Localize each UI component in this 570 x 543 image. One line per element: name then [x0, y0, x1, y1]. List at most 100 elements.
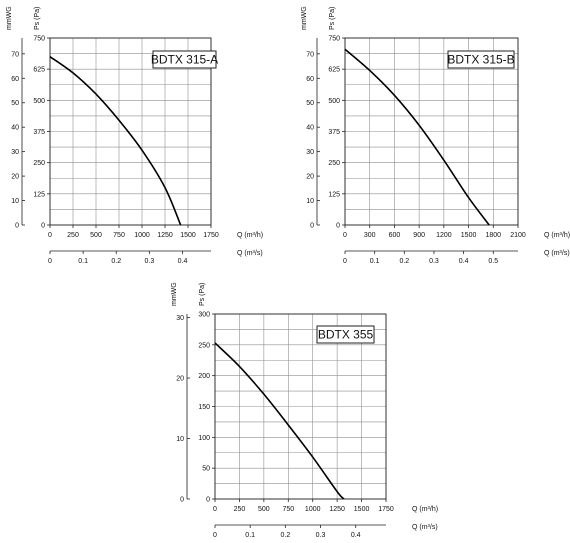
- chart-3: 0 50 100 150 200 250 300 0 10 20 30 Ps (Pa) mmWG 0 250…: [171, 282, 438, 539]
- y-tick-label: 375: [33, 129, 45, 136]
- y-axis-title: Ps (Pa): [34, 7, 41, 30]
- y2-tick-label: 0: [310, 223, 314, 230]
- x2-tick-label: 0: [343, 258, 347, 265]
- x-tick-label: 1800: [485, 232, 501, 239]
- y2-tick-label: 40: [306, 125, 314, 132]
- x2-axis-title: Q (m³/s): [237, 250, 263, 257]
- chart-title: BDTX 315-A: [151, 53, 218, 67]
- x2-axis-title: Q (m³/s): [412, 524, 438, 531]
- x-tick-label: 500: [258, 506, 270, 513]
- x-tick-label: 1750: [203, 232, 219, 239]
- y-tick-label: 150: [198, 404, 210, 411]
- x-tick-label: 1000: [134, 232, 150, 239]
- chart-title: BDTX 355: [318, 328, 374, 342]
- y2-tick-label: 10: [176, 436, 184, 443]
- y-tick-label: 750: [33, 36, 45, 43]
- y-tick-label: 50: [202, 466, 210, 473]
- x-tick-label: 0: [213, 506, 217, 513]
- y2-tick-label: 20: [306, 174, 314, 181]
- y-tick-label: 125: [33, 191, 45, 198]
- x2-tick-label: 0.1: [78, 258, 88, 265]
- y-axis-title: Ps (Pa): [329, 7, 336, 30]
- chart-title: BDTX 315-B: [447, 53, 514, 67]
- x-axis-title: Q (m³/h): [412, 506, 438, 513]
- y-tick-label: 100: [198, 435, 210, 442]
- y2-tick-label: 60: [306, 76, 314, 83]
- y2-tick-label: 30: [176, 315, 184, 322]
- x-axis-title: Q (m³/h): [237, 232, 263, 239]
- chart-2: 0 125 250 375 500 625 750 0 10 20 30 40 50 60 70 Ps (Pa…: [301, 6, 570, 265]
- y-tick-label: 500: [328, 98, 340, 105]
- x2-tick-label: 0.3: [316, 532, 326, 539]
- chart-title-box: [447, 50, 515, 69]
- x2-tick-label: 0.2: [280, 532, 290, 539]
- x2-axis-title: Q (m³/s): [544, 250, 570, 257]
- y2-tick-label: 0: [15, 223, 19, 230]
- y2-tick-label: 60: [11, 76, 19, 83]
- x-tick-label: 2100: [510, 232, 526, 239]
- fan-curve-series-1: [49, 56, 182, 226]
- x-tick-label: 250: [67, 232, 79, 239]
- x2-tick-label: 0.2: [111, 258, 121, 265]
- y2-tick-label: 40: [11, 125, 19, 132]
- x-tick-label: 1000: [305, 506, 321, 513]
- x-tick-label: 600: [389, 232, 401, 239]
- x-tick-label: 1500: [461, 232, 477, 239]
- y-tick-label: 500: [33, 98, 45, 105]
- x-tick-label: 750: [113, 232, 125, 239]
- x-axis-title: Q (m³/h): [544, 232, 570, 239]
- x2-tick-label: 0: [48, 258, 52, 265]
- y-tick-label: 0: [206, 497, 210, 504]
- x-tick-label: 0: [48, 232, 52, 239]
- y2-tick-label: 30: [11, 149, 19, 156]
- x-tick-label: 1500: [354, 506, 370, 513]
- x2-tick-label: 0.4: [351, 532, 361, 539]
- x-tick-label: 1250: [157, 232, 173, 239]
- y-tick-label: 250: [328, 160, 340, 167]
- y-tick-label: 625: [328, 67, 340, 74]
- y-tick-label: 375: [328, 129, 340, 136]
- y2-tick-label: 20: [11, 174, 19, 181]
- y-tick-label: 200: [198, 373, 210, 380]
- chart-title-box: [152, 50, 217, 69]
- x-tick-label: 0: [343, 232, 347, 239]
- x2-tick-label: 0.2: [399, 258, 409, 265]
- x2-tick-label: 0.4: [459, 258, 469, 265]
- x-tick-label: 750: [282, 506, 294, 513]
- y-tick-label: 0: [336, 223, 340, 230]
- fan-curve-series-1: [214, 342, 345, 500]
- y-tick-label: 0: [41, 223, 45, 230]
- x2-tick-label: 0.3: [429, 258, 439, 265]
- y2-tick-label: 20: [176, 376, 184, 383]
- x2-tick-label: 0.3: [144, 258, 154, 265]
- x-tick-label: 300: [364, 232, 376, 239]
- x-tick-label: 1500: [180, 232, 196, 239]
- y2-axis-title: mmWG: [171, 282, 178, 306]
- x2-tick-label: 0: [213, 532, 217, 539]
- x2-tick-label: 0.1: [245, 532, 255, 539]
- x2-tick-label: 0.4: [178, 258, 188, 265]
- y-tick-label: 250: [33, 160, 45, 167]
- y2-tick-label: 30: [306, 149, 314, 156]
- y2-tick-label: 70: [11, 51, 19, 58]
- y-tick-label: 250: [198, 342, 210, 349]
- x-tick-label: 1250: [329, 506, 345, 513]
- x2-tick-label: 0.1: [370, 258, 380, 265]
- y-tick-label: 125: [328, 191, 340, 198]
- y2-axis-title: mmWG: [6, 6, 13, 30]
- y2-tick-label: 50: [306, 100, 314, 107]
- y-tick-label: 300: [198, 312, 210, 319]
- y2-tick-label: 70: [306, 51, 314, 58]
- chart-1: 0 125 250 375 500 625 750 0 10 20 30 40 50 60 70 Ps (Pa…: [6, 6, 263, 265]
- y2-tick-label: 10: [306, 198, 314, 205]
- y-tick-label: 750: [328, 36, 340, 43]
- y2-tick-label: 0: [180, 497, 184, 504]
- y2-tick-label: 10: [11, 198, 19, 205]
- y-axis-title: Ps (Pa): [199, 283, 206, 306]
- x-tick-label: 1750: [378, 506, 394, 513]
- fan-curve-series-1: [344, 48, 490, 226]
- chart-title-box: [316, 325, 375, 344]
- y-tick-label: 625: [33, 67, 45, 74]
- x2-tick-label: 0.5: [488, 258, 498, 265]
